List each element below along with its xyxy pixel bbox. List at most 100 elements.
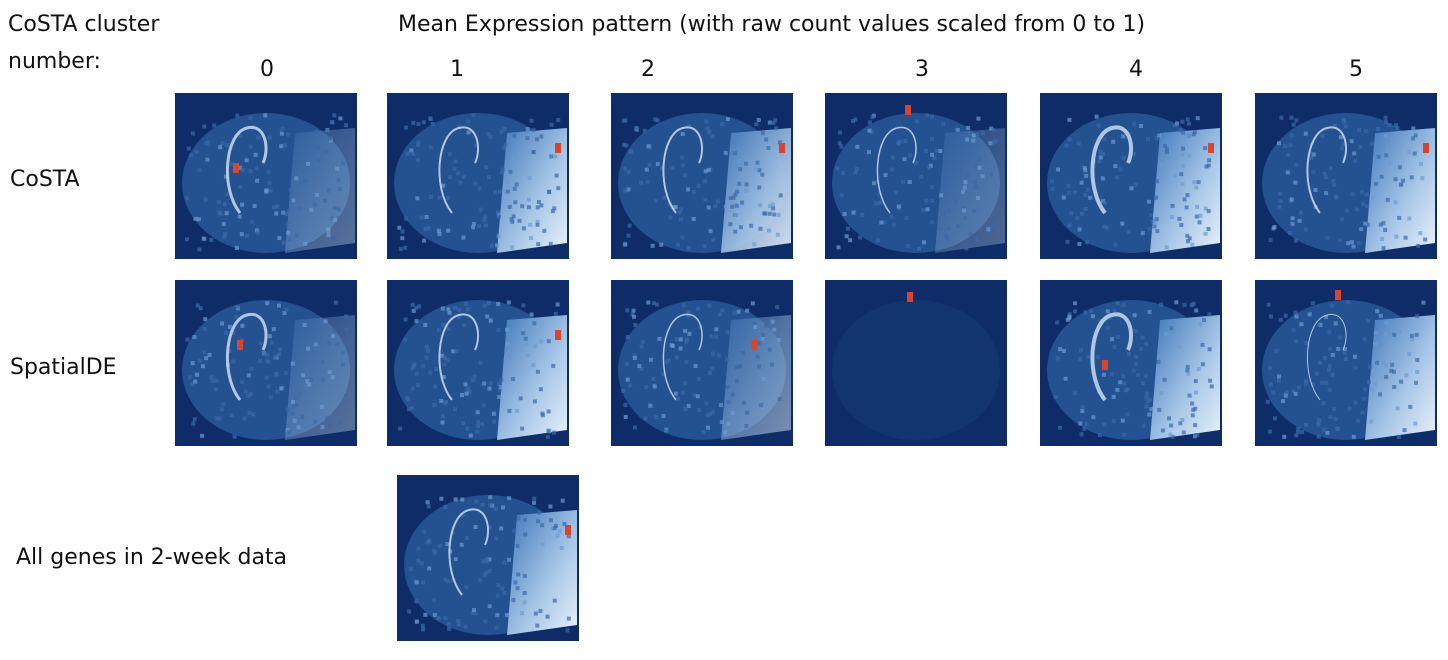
pixel [1102, 423, 1106, 427]
pixel [506, 342, 510, 346]
pixel [1077, 141, 1081, 145]
pixel [1078, 357, 1082, 361]
pixel [520, 611, 524, 615]
bright-region [721, 315, 791, 440]
pixel [401, 230, 405, 234]
pixel [1208, 347, 1212, 351]
pixel [202, 237, 206, 241]
pixel [288, 188, 292, 192]
pixel [1395, 126, 1399, 130]
pixel [935, 149, 939, 153]
pixel [745, 182, 749, 186]
pixel [474, 525, 478, 529]
pixel [214, 388, 218, 392]
pixel [903, 157, 907, 161]
pixel [1397, 435, 1401, 439]
pixel [1290, 134, 1294, 138]
pixel [525, 526, 529, 530]
pixel [506, 180, 510, 184]
pixel [1147, 413, 1151, 417]
pixel [1360, 190, 1364, 194]
pixel [677, 210, 681, 214]
pixel [283, 143, 287, 147]
pixel [1068, 138, 1072, 142]
pixel [416, 383, 420, 387]
pixel [846, 227, 850, 231]
pixel [338, 216, 342, 220]
pixel [427, 504, 431, 508]
pixel [1370, 388, 1374, 392]
pixel [539, 135, 543, 139]
pixel [422, 239, 426, 243]
pixel [456, 171, 460, 175]
pixel [926, 207, 930, 211]
pixel [281, 211, 285, 215]
pixel [1171, 204, 1175, 208]
pixel [930, 199, 934, 203]
pixel [1410, 175, 1414, 179]
pixel [708, 371, 712, 375]
pixel [627, 234, 631, 238]
pixel [710, 134, 714, 138]
pixel [732, 311, 736, 315]
pixel [1105, 226, 1109, 230]
pixel [1335, 426, 1339, 430]
pixel [1304, 228, 1308, 232]
pixel [1210, 384, 1214, 388]
pixel [295, 338, 299, 342]
pixel [535, 624, 539, 628]
pixel [734, 213, 738, 217]
pixel [686, 187, 690, 191]
pixel [681, 132, 685, 136]
pixel [990, 172, 994, 176]
pixel [249, 145, 253, 149]
pixel [188, 375, 192, 379]
pixel [480, 422, 484, 426]
pixel [1304, 423, 1308, 427]
pixel [632, 315, 636, 319]
pixel [770, 363, 774, 367]
pixel [536, 223, 540, 227]
pixel [497, 215, 501, 219]
pixel [1378, 392, 1382, 396]
pixel [287, 209, 291, 213]
pixel [422, 120, 426, 124]
pixel [472, 113, 476, 117]
pixel [222, 222, 226, 226]
pixel [1354, 366, 1358, 370]
pixel [1416, 244, 1420, 248]
pixel [976, 117, 980, 121]
pixel [1110, 372, 1114, 376]
pixel [203, 327, 207, 331]
pixel [1080, 212, 1084, 216]
pixel [1115, 176, 1119, 180]
pixel [1155, 179, 1159, 183]
pixel [506, 357, 510, 361]
pixel [1392, 333, 1396, 337]
pixel [756, 355, 760, 359]
pixel [265, 301, 269, 305]
column-label: 0 [260, 57, 274, 82]
pixel [427, 566, 431, 570]
pixel [868, 121, 872, 125]
heatmap-panel [825, 280, 1007, 446]
pixel [535, 137, 539, 141]
pixel [280, 132, 284, 136]
pixel [633, 356, 637, 360]
pixel [839, 145, 843, 149]
pixel [443, 505, 447, 509]
pixel [225, 143, 229, 147]
pixel [516, 544, 520, 548]
pixel [1091, 314, 1095, 318]
pixel [749, 224, 753, 228]
pixel [539, 203, 543, 207]
pixel [1331, 179, 1335, 183]
pixel [759, 403, 763, 407]
pixel [954, 200, 958, 204]
pixel [1197, 180, 1201, 184]
pixel [838, 141, 842, 145]
pixel [771, 320, 775, 324]
pixel [733, 230, 737, 234]
pixel [405, 152, 409, 156]
pixel [1332, 183, 1336, 187]
